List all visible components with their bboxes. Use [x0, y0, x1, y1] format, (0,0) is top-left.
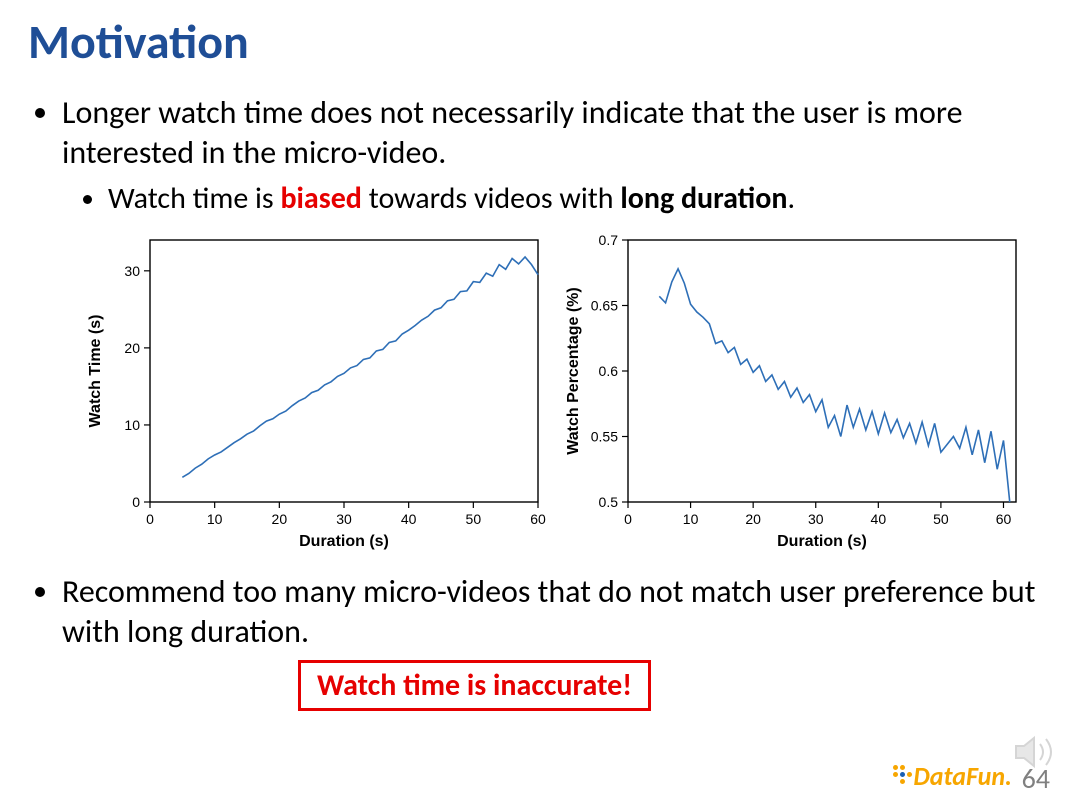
- svg-text:Watch Time (s): Watch Time (s): [87, 315, 104, 428]
- chart-left: 0 10 20 30 40 50 60 0 10 20 30 Duration (s) Watch Ti…: [80, 228, 550, 558]
- svg-text:50: 50: [466, 511, 482, 527]
- chart-right-svg: 0 10 20 30 40 50 60 0.5 0.55 0.6 0.65 0.7 Duration (…: [558, 228, 1028, 558]
- bullet-1: Longer watch time does not necessarily i…: [62, 93, 1052, 218]
- bullet-list: Longer watch time does not necessarily i…: [28, 93, 1052, 218]
- svg-text:20: 20: [124, 340, 140, 356]
- svg-text:Watch Percentage (%): Watch Percentage (%): [565, 287, 582, 454]
- biased-word: biased: [280, 180, 361, 217]
- bullet-2: Recommend too many micro-videos that do …: [62, 572, 1052, 652]
- svg-text:30: 30: [808, 511, 824, 527]
- svg-text:0: 0: [146, 511, 154, 527]
- svg-text:30: 30: [336, 511, 352, 527]
- svg-text:60: 60: [530, 511, 546, 527]
- bullet-1-sub: Watch time is biased towards videos with…: [108, 179, 1052, 218]
- svg-text:0.6: 0.6: [599, 363, 619, 379]
- callout-box: Watch time is inaccurate!: [298, 660, 651, 711]
- svg-text:0: 0: [132, 494, 140, 510]
- svg-text:60: 60: [996, 511, 1012, 527]
- svg-text:0.5: 0.5: [599, 494, 619, 510]
- bullet-list-2: Recommend too many micro-videos that do …: [28, 572, 1052, 652]
- charts-row: 0 10 20 30 40 50 60 0 10 20 30 Duration (s) Watch Ti…: [80, 228, 1052, 558]
- svg-text:10: 10: [683, 511, 699, 527]
- svg-text:30: 30: [124, 263, 140, 279]
- svg-text:Duration (s): Duration (s): [299, 533, 389, 550]
- chart-right: 0 10 20 30 40 50 60 0.5 0.55 0.6 0.65 0.7 Duration (…: [558, 228, 1028, 558]
- bullet-2-text: Recommend too many micro-videos that do …: [62, 572, 1035, 651]
- datafun-logo: DataFun.: [893, 760, 1012, 792]
- sub-prefix: Watch time is: [108, 180, 280, 217]
- svg-text:0: 0: [624, 511, 632, 527]
- svg-text:0.7: 0.7: [599, 232, 619, 248]
- svg-text:10: 10: [124, 417, 140, 433]
- page-number: 64: [1022, 761, 1050, 796]
- sub-suffix: .: [787, 180, 795, 217]
- svg-text:Duration (s): Duration (s): [777, 533, 867, 550]
- bullet-1-text: Longer watch time does not necessarily i…: [62, 93, 963, 172]
- slide-title: Motivation: [28, 12, 1052, 71]
- logo-text-1: Data: [913, 760, 966, 792]
- svg-text:0.55: 0.55: [591, 429, 618, 445]
- svg-text:50: 50: [933, 511, 949, 527]
- logo-dots-icon: [893, 765, 915, 787]
- svg-text:20: 20: [272, 511, 288, 527]
- svg-text:10: 10: [207, 511, 223, 527]
- svg-text:0.65: 0.65: [591, 298, 618, 314]
- svg-text:20: 20: [745, 511, 761, 527]
- chart-left-svg: 0 10 20 30 40 50 60 0 10 20 30 Duration (s) Watch Ti…: [80, 228, 550, 558]
- svg-text:40: 40: [871, 511, 887, 527]
- long-duration-word: long duration: [620, 180, 787, 217]
- sub-mid: towards videos with: [362, 180, 620, 217]
- svg-text:40: 40: [401, 511, 417, 527]
